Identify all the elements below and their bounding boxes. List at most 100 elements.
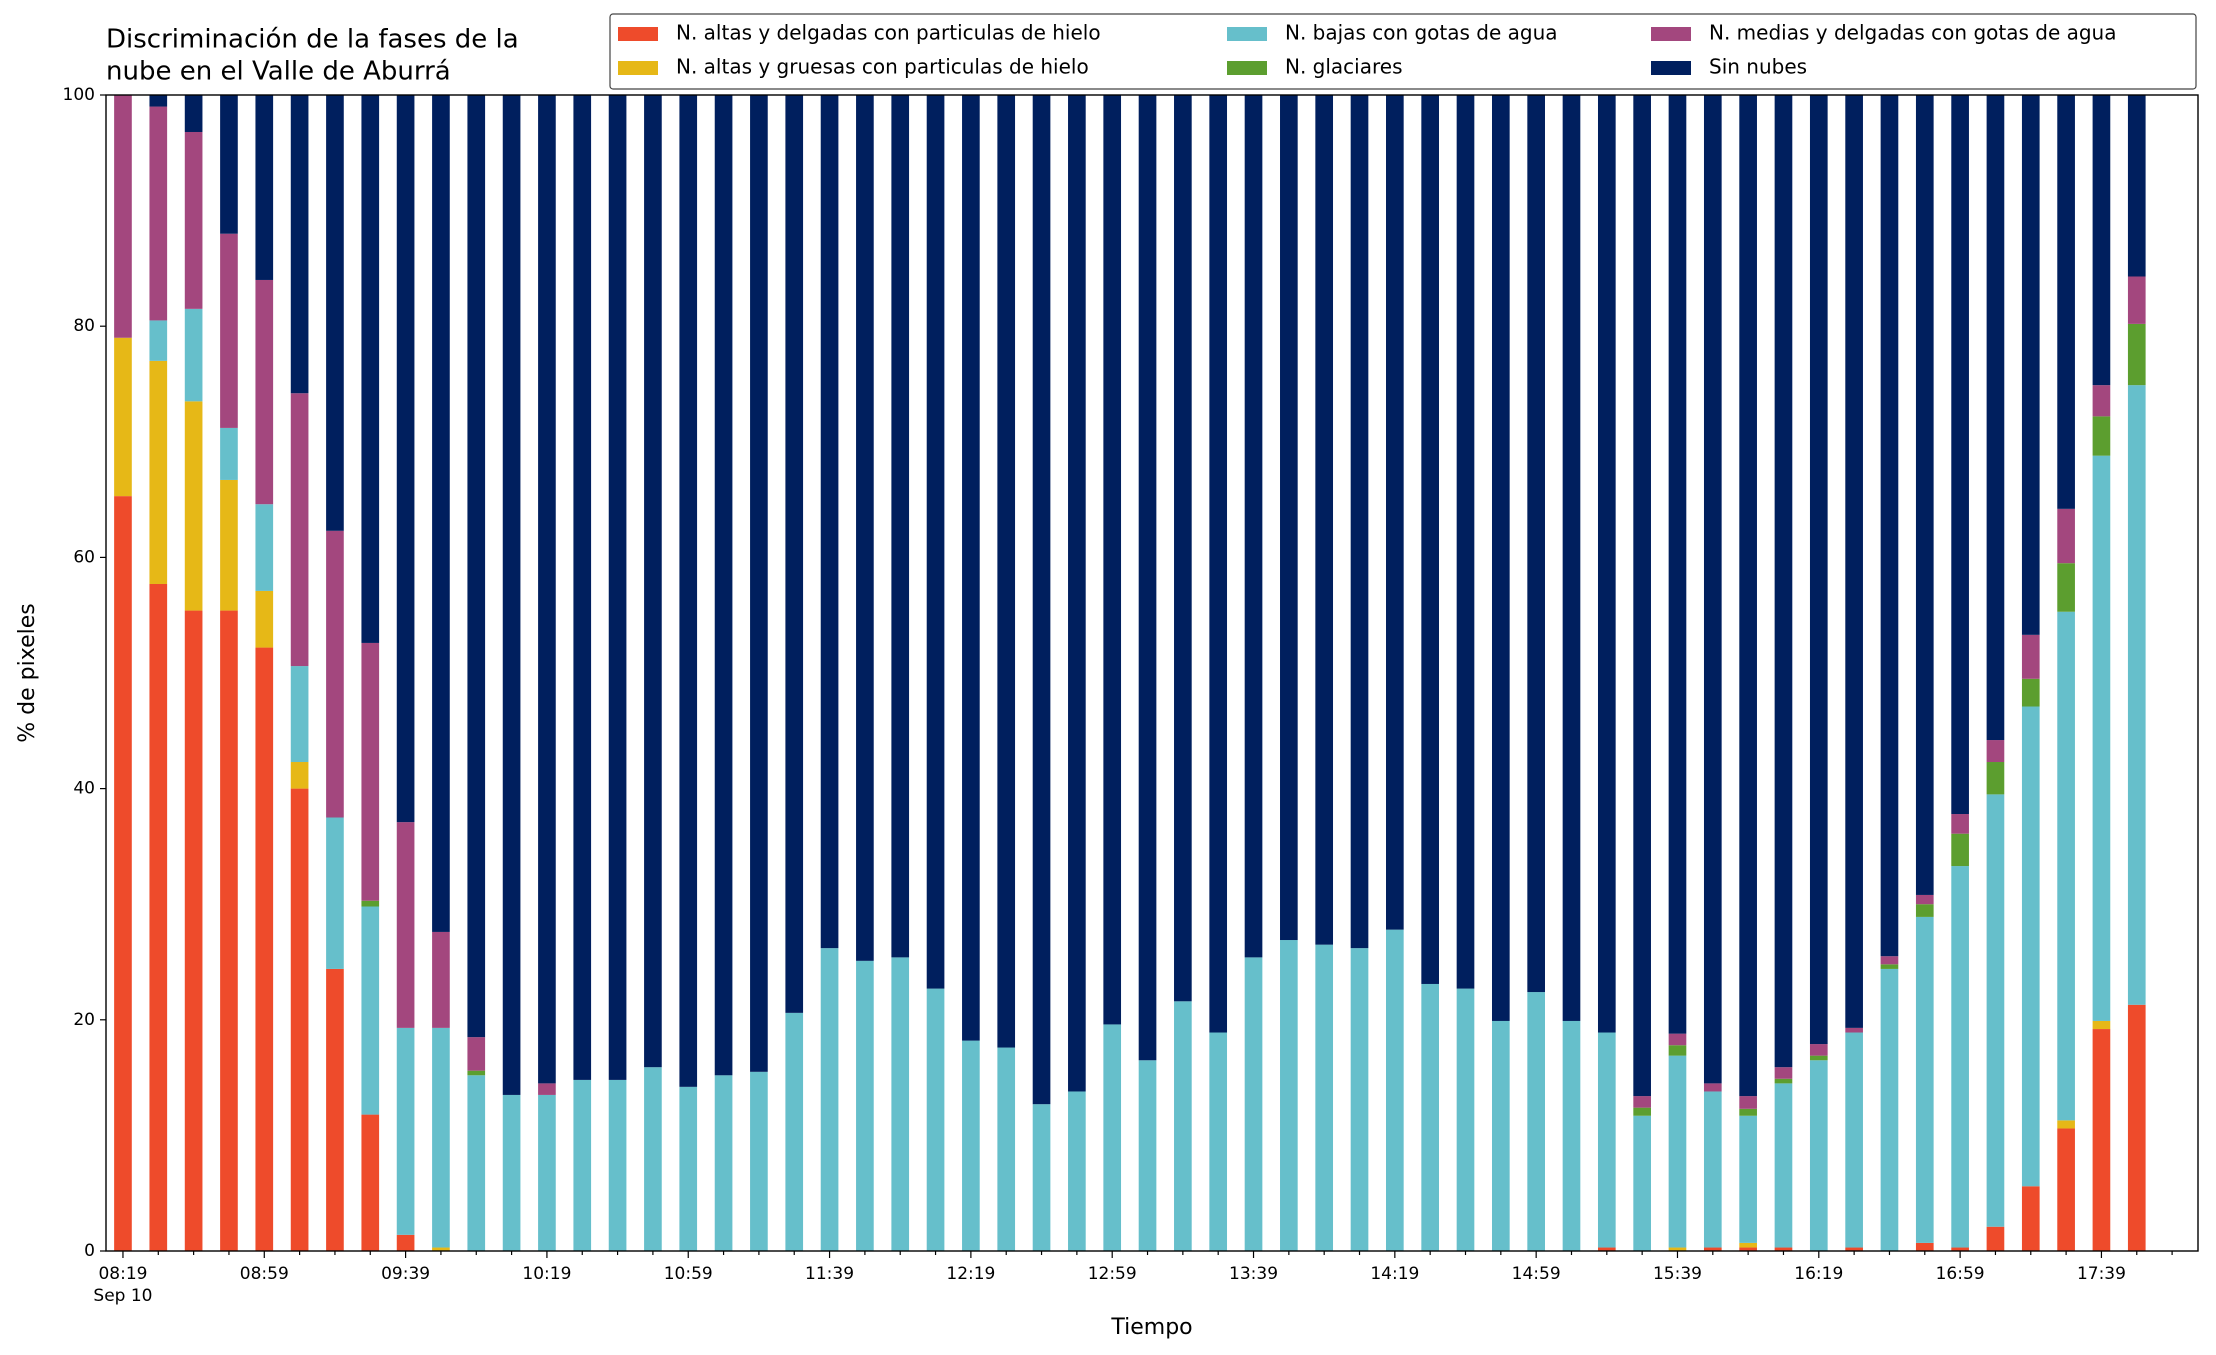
bar-segment <box>891 957 910 1251</box>
bar-segment <box>290 666 309 763</box>
bar-segment <box>290 788 309 1251</box>
bar-segment <box>1386 929 1404 1251</box>
bar-segment <box>114 337 132 497</box>
bar-segment <box>2092 455 2111 1021</box>
y-tick-label: 20 <box>73 1010 95 1030</box>
legend-swatch <box>618 27 658 41</box>
bar-segment <box>891 95 910 958</box>
bar-segment <box>1986 740 2005 763</box>
bar-segment <box>149 106 168 321</box>
bar-segment <box>432 1027 450 1248</box>
bar-segment <box>856 960 874 1251</box>
bar-segment <box>2092 385 2111 417</box>
bar-segment <box>962 1040 980 1251</box>
x-tick-label: 13:39 <box>1229 1264 1278 1284</box>
bar-segment <box>2092 1029 2111 1251</box>
bar-segment <box>432 931 450 1028</box>
bar-segment <box>1703 1083 1722 1092</box>
bar-segment <box>1739 1096 1757 1109</box>
bar-segment <box>1103 1024 1122 1251</box>
bar-segment <box>644 95 662 1068</box>
bar-segment <box>1951 833 1969 867</box>
bar-segment <box>255 590 274 648</box>
bar-segment <box>1986 762 2005 795</box>
bar-segment <box>1774 1078 1793 1084</box>
bar-segment <box>1845 1027 1863 1033</box>
bar-segment <box>926 988 945 1251</box>
x-tick-label: 17:39 <box>2077 1264 2126 1284</box>
bar-segment <box>255 647 274 1251</box>
chart-title: nube en el Valle de Aburrá <box>106 57 451 87</box>
bar-segment <box>1915 904 1934 917</box>
x-tick-label: 14:59 <box>1512 1264 1561 1284</box>
bar-segment <box>1915 1242 1934 1251</box>
bar-segment <box>1421 95 1440 984</box>
bar-segment <box>962 95 980 1041</box>
bar-segment <box>785 1012 804 1251</box>
bar-segment <box>184 610 203 1251</box>
bar-segment <box>1739 1115 1757 1243</box>
bar-segment <box>396 1234 415 1251</box>
bar-segment <box>290 762 309 789</box>
bar-segment <box>820 948 839 1251</box>
legend-box <box>609 13 2197 90</box>
bar-segment <box>2057 611 2075 1121</box>
bar-segment <box>1068 95 1086 1092</box>
bar-segment <box>1880 95 1899 957</box>
bar-segment <box>1456 95 1475 989</box>
bar-segment <box>1880 964 1899 969</box>
bar-segment <box>1315 95 1334 945</box>
bar-segment <box>361 900 380 907</box>
bar-segment <box>2092 1020 2111 1030</box>
bar-segment <box>573 95 592 1080</box>
bar-segment <box>502 95 521 1095</box>
bar-segment <box>573 1079 592 1251</box>
bar-segment <box>255 279 274 505</box>
bar-segment <box>1739 1247 1757 1251</box>
bar-segment <box>255 95 274 280</box>
bar-segment <box>1280 940 1298 1251</box>
x-tick-label: 12:59 <box>1088 1264 1137 1284</box>
bar-segment <box>1174 1001 1192 1251</box>
bar-segment <box>149 583 168 1251</box>
bar-segment <box>1774 95 1793 1068</box>
bar-segment <box>1032 95 1051 1105</box>
bar-segment <box>1703 1091 1722 1248</box>
bar-segment <box>114 496 132 1252</box>
y-tick-label: 100 <box>63 85 95 105</box>
legend-swatch <box>1227 61 1267 75</box>
x-tick-label: 11:39 <box>805 1264 854 1284</box>
bar-segment <box>1703 1247 1722 1251</box>
bar-segment <box>1915 916 1934 1243</box>
bar-segment <box>220 95 238 234</box>
bar-segment <box>679 1086 698 1251</box>
legend-text: N. bajas con gotas de agua <box>1285 21 1558 45</box>
bar-segment <box>2127 1004 2146 1251</box>
bar-segment <box>1845 1032 1863 1248</box>
bar-segment <box>1809 1044 1828 1056</box>
bar-segment <box>1986 794 2005 1227</box>
bar-segment <box>1244 95 1263 958</box>
x-tick-label: 08:59 <box>240 1264 289 1284</box>
bar-segment <box>1421 983 1440 1251</box>
x-tick-label: 09:39 <box>381 1264 430 1284</box>
bar-segment <box>149 95 168 107</box>
bar-segment <box>2092 416 2111 456</box>
bar-segment <box>1209 1032 1228 1251</box>
bar-segment <box>467 95 486 1038</box>
bar-segment <box>467 1075 486 1251</box>
bar-segment <box>926 95 945 989</box>
bar-segment <box>1597 1032 1616 1248</box>
x-tick-label: 10:19 <box>522 1264 571 1284</box>
bar-segment <box>255 504 274 591</box>
bar-segment <box>396 1027 415 1235</box>
bar-segment <box>2021 1186 2040 1251</box>
bar-segment <box>1703 95 1722 1084</box>
bar-segment <box>1633 1107 1651 1116</box>
bar-segment <box>2021 706 2040 1187</box>
x-tick-label: 12:19 <box>946 1264 995 1284</box>
bar-segment <box>1668 1055 1687 1248</box>
bar-segment <box>1562 95 1581 1021</box>
bar-segment <box>396 822 415 1028</box>
